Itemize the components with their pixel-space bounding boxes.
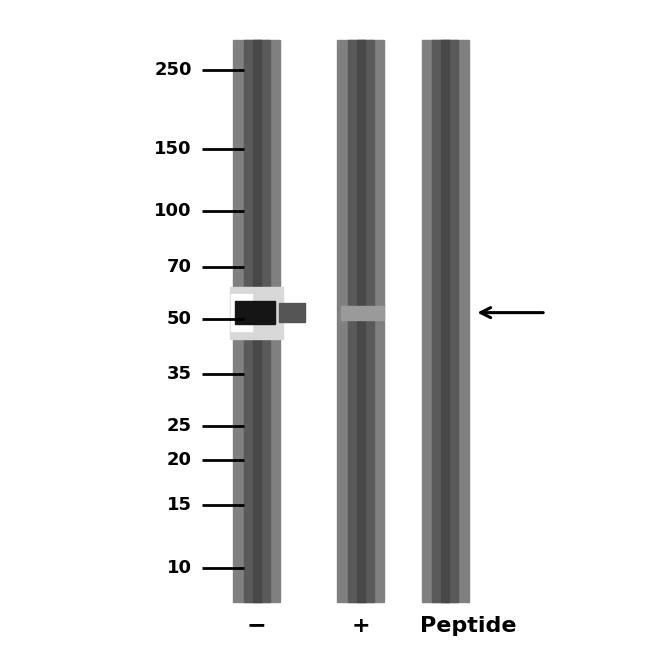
Text: 100: 100: [154, 203, 192, 221]
Text: 10: 10: [167, 559, 192, 577]
Bar: [422, 40, 469, 602]
Text: 35: 35: [167, 365, 192, 383]
Text: 70: 70: [167, 258, 192, 276]
Text: Peptide: Peptide: [420, 615, 516, 636]
Bar: [341, 306, 384, 320]
Bar: [244, 40, 270, 602]
Text: −: −: [247, 613, 266, 638]
Text: 250: 250: [154, 61, 192, 79]
Bar: [279, 304, 305, 322]
Text: 50: 50: [167, 310, 192, 328]
Bar: [441, 40, 449, 602]
Text: 150: 150: [154, 140, 192, 158]
Bar: [357, 40, 365, 602]
Bar: [233, 40, 280, 602]
Bar: [231, 294, 252, 331]
Bar: [337, 40, 384, 602]
Bar: [230, 286, 283, 339]
Text: 20: 20: [167, 452, 192, 470]
Text: +: +: [352, 615, 370, 636]
Bar: [235, 301, 275, 324]
Text: 25: 25: [167, 417, 192, 435]
Bar: [253, 40, 261, 602]
Bar: [348, 40, 374, 602]
Text: 15: 15: [167, 496, 192, 514]
Bar: [432, 40, 458, 602]
